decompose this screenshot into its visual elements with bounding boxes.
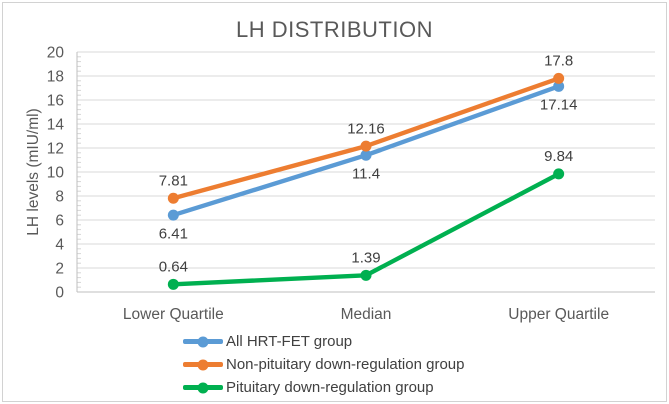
data-point-label: 11.4	[352, 165, 380, 182]
y-tick-label: 14	[47, 116, 65, 133]
data-point-marker-all-hrt-fet-group	[360, 149, 372, 161]
data-point-marker-non-pituitary-down-regulation-group	[360, 140, 372, 152]
legend-item-pituitary-down-regulation-group: Pituitary down-regulation group	[183, 376, 464, 399]
data-point-label: 17.8	[544, 53, 573, 70]
y-tick-label: 6	[55, 212, 64, 229]
data-point-marker-pituitary-down-regulation-group	[360, 269, 372, 281]
legend-item-non-pituitary-down-regulation-group: Non-pituitary down-regulation group	[183, 353, 464, 376]
chart-title: LH DISTRIBUTION	[236, 17, 433, 42]
data-point-label: 0.64	[159, 259, 188, 276]
legend-label: Pituitary down-regulation group	[226, 379, 434, 396]
y-tick-label: 16	[47, 92, 64, 109]
data-point-marker-pituitary-down-regulation-group	[553, 168, 565, 180]
legend-dot-marker	[197, 359, 209, 370]
data-point-marker-non-pituitary-down-regulation-group	[167, 192, 179, 204]
x-category-label: Lower Quartile	[123, 306, 224, 323]
y-tick-label: 4	[55, 236, 64, 253]
data-point-label: 12.16	[347, 120, 385, 137]
legend-label: All HRT-FET group	[226, 333, 353, 350]
data-point-label: 7.81	[159, 173, 188, 190]
data-point-marker-all-hrt-fet-group	[553, 80, 565, 92]
legend-dot-marker	[197, 382, 209, 393]
legend-line-marker	[183, 336, 223, 347]
legend-line-marker	[183, 359, 223, 370]
data-point-label: 17.14	[540, 97, 578, 114]
y-tick-label: 20	[47, 44, 65, 61]
legend-dot-marker	[197, 336, 209, 347]
data-point-marker-all-hrt-fet-group	[167, 209, 179, 221]
data-point-label: 6.41	[159, 225, 188, 242]
y-tick-label: 18	[47, 68, 64, 85]
data-point-label: 1.39	[351, 250, 380, 267]
y-tick-label: 10	[47, 164, 65, 181]
legend-label: Non-pituitary down-regulation group	[226, 356, 465, 373]
data-point-marker-pituitary-down-regulation-group	[167, 278, 179, 290]
legend-line-marker	[183, 382, 223, 393]
x-category-label: Median	[341, 306, 392, 323]
data-point-label: 9.84	[544, 148, 573, 165]
data-point-marker-non-pituitary-down-regulation-group	[553, 72, 565, 84]
y-tick-label: 12	[47, 140, 64, 157]
y-tick-label: 8	[55, 188, 64, 205]
x-category-label: Upper Quartile	[508, 306, 609, 323]
y-tick-label: 2	[55, 260, 64, 277]
chart-legend: All HRT-FET group Non-pituitary down-reg…	[183, 330, 464, 399]
legend-item-all-hrt-fet-group: All HRT-FET group	[183, 330, 464, 353]
y-tick-label: 0	[55, 284, 64, 301]
